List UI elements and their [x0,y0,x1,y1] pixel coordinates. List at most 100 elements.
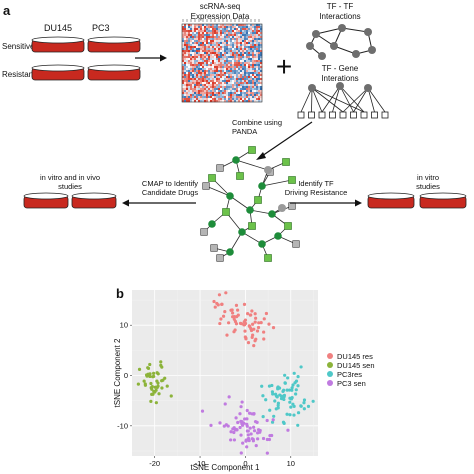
heatmap-cell [236,88,239,91]
heatmap-cell [244,82,247,85]
heatmap-cell [214,74,217,77]
point-pc3res [268,408,272,412]
heatmap-cell [258,80,261,83]
heatmap-cell [260,66,263,69]
heatmap-cell [222,98,225,101]
heatmap-cell [202,78,205,81]
heatmap-cell [202,60,205,63]
heatmap-cell [260,32,263,35]
heatmap-cell [184,74,187,77]
heatmap-cell [204,68,207,71]
heatmap-cell [224,30,227,33]
heatmap-cell [198,72,201,75]
heatmap-cell [200,96,203,99]
heatmap-cell [258,74,261,77]
heatmap-cell [232,62,235,65]
tf-gene-edge [339,85,365,113]
heatmap-cell [208,98,211,101]
heatmap-cell [222,84,225,87]
heatmap-cell [220,48,223,51]
heatmap-cell [228,84,231,87]
heatmap-cell [184,66,187,69]
heatmap-cell [234,24,237,27]
heatmap-cell [254,40,257,43]
heatmap-cell [182,90,185,93]
heatmap-cell [188,76,191,79]
heatmap-cell [220,98,223,101]
heatmap-cell [236,82,239,85]
heatmap-cell [222,28,225,31]
plus-sign: + [276,51,292,82]
heatmap-cell [186,90,189,93]
heatmap-cell [190,80,193,83]
heatmap-cell [250,40,253,43]
heatmap-cell [246,24,249,27]
heatmap-cell [194,100,197,103]
heatmap-cell [244,90,247,93]
heatmap-cell [256,60,259,63]
heatmap-cell [218,68,221,71]
heatmap-cell [250,34,253,37]
heatmap-cell [236,64,239,67]
heatmap-cell [184,28,187,31]
point-pc3res [299,365,303,369]
heatmap-cell [252,52,255,55]
heatmap-cell [252,28,255,31]
point-pc3res [283,373,287,377]
heatmap-cell [226,90,229,93]
heatmap-cell [202,98,205,101]
heatmap-cell [256,70,259,73]
point-du145-res [219,317,223,321]
heatmap-cell [252,90,255,93]
heatmap-cell [200,40,203,43]
heatmap-cell [186,56,189,59]
point-pc3res [302,401,306,405]
heatmap-cell [222,70,225,73]
cmap-label-1: CMAP to Identify [142,179,198,188]
heatmap-cell [190,86,193,89]
heatmap-cell [236,32,239,35]
heatmap-cell [208,40,211,43]
gene-node-green [236,172,244,180]
heatmap-cell [214,50,217,53]
heatmap-cell [220,68,223,71]
heatmap-cell [188,82,191,85]
heatmap-cell [218,92,221,95]
heatmap-cell [182,40,185,43]
point-du145-res [242,320,246,324]
point-du145-res [225,333,229,337]
heatmap-cell [250,70,253,73]
heatmap-cell [200,58,203,61]
heatmap-cell [182,92,185,95]
heatmap-cell [188,58,191,61]
heatmap-cell [228,64,231,67]
heatmap-cell [186,38,189,41]
heatmap-cell [234,70,237,73]
heatmap-cell [186,86,189,89]
heatmap-cell [254,36,257,39]
point-pc3-sen [245,408,249,413]
heatmap-cell [234,50,237,53]
heatmap-cell [230,68,233,71]
point-du145-res [251,322,255,326]
heatmap-cell [204,70,207,73]
heatmap-cell [218,54,221,57]
heatmap-cell [224,94,227,97]
point-du145-res [236,313,240,317]
heatmap-cell [238,80,241,83]
heatmap-cell [220,76,223,79]
heatmap-cell [232,80,235,83]
petri-dish-right-1 [367,192,415,209]
heatmap-cell [254,26,257,29]
heatmap-cell [236,44,239,47]
heatmap-cell [218,62,221,65]
heatmap-cell [208,38,211,41]
heatmap-cell [192,42,195,45]
heatmap-cell [222,90,225,93]
heatmap-cell [236,74,239,77]
heatmap-cell [192,44,195,47]
heatmap-cell [224,80,227,83]
heatmap-cell [228,68,231,71]
heatmap-cell [216,32,219,35]
heatmap-cell [236,38,239,41]
